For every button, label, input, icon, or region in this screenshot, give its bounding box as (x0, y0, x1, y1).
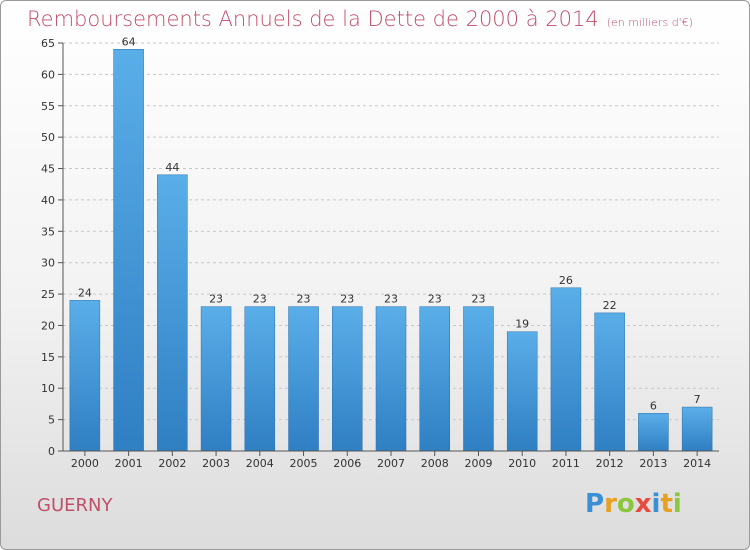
y-tick-label: 50 (41, 131, 55, 144)
y-tick-label: 55 (41, 100, 55, 113)
proxiti-logo: Proxiti (585, 489, 682, 519)
data-label-2014: 7 (694, 393, 701, 406)
bar-2014 (681, 406, 713, 452)
bar-2007 (375, 306, 407, 452)
x-tick-label-2014: 2014 (683, 457, 711, 470)
x-tick-label-2013: 2013 (639, 457, 667, 470)
bar-2012 (594, 312, 625, 452)
bar-2013 (638, 413, 669, 452)
x-tick-label-2004: 2004 (246, 457, 274, 470)
data-labels: 24 64 44 23 23 23 23 23 23 23 19 26 22 6 7 (78, 35, 701, 412)
y-tick-label: 35 (41, 225, 55, 238)
y-axis: 0 5 10 15 20 25 30 35 40 45 50 55 60 65 (41, 37, 64, 458)
data-label-2009: 23 (471, 293, 485, 306)
y-tick-label: 45 (41, 163, 55, 176)
y-tick-label: 60 (41, 68, 55, 81)
y-tick-label: 5 (48, 414, 55, 427)
x-tick-label-2001: 2001 (115, 457, 143, 470)
data-label-2002: 44 (165, 161, 179, 174)
data-label-2008: 23 (428, 293, 442, 306)
y-tick-label: 30 (41, 257, 55, 270)
x-tick-label-2002: 2002 (158, 457, 186, 470)
y-tick-label: 15 (41, 351, 55, 364)
bar-2001 (113, 49, 144, 452)
y-tick-label: 20 (41, 319, 55, 332)
x-tick-label-2006: 2006 (333, 457, 361, 470)
y-tick-label: 10 (41, 382, 55, 395)
bar-2003 (200, 306, 232, 452)
bar-2002 (157, 174, 188, 452)
bar-2005 (288, 306, 319, 452)
data-label-2003: 23 (209, 293, 223, 306)
bar-2006 (332, 306, 363, 452)
data-label-2004: 23 (253, 293, 267, 306)
y-tick-label: 25 (41, 288, 55, 301)
bar-2004 (244, 306, 276, 452)
bars (69, 49, 713, 452)
bar-2000 (69, 300, 101, 452)
x-tick-label-2005: 2005 (290, 457, 318, 470)
bar-2011 (550, 287, 582, 452)
data-label-2010: 19 (515, 318, 529, 331)
commune-name: GUERNY (37, 495, 113, 516)
x-tick-label-2010: 2010 (508, 457, 536, 470)
data-label-2006: 23 (340, 293, 354, 306)
bar-2009 (463, 306, 494, 452)
x-tick-label-2003: 2003 (202, 457, 230, 470)
x-tick-label-2009: 2009 (464, 457, 492, 470)
data-label-2001: 64 (122, 35, 136, 48)
data-label-2005: 23 (297, 293, 311, 306)
chart-title-text: Remboursements Annuels de la Dette de 20… (27, 7, 599, 31)
y-tick-label: 65 (41, 37, 55, 50)
x-tick-label-2000: 2000 (71, 457, 99, 470)
x-tick-label-2011: 2011 (552, 457, 580, 470)
bar-2010 (506, 331, 538, 452)
data-label-2007: 23 (384, 293, 398, 306)
y-tick-label: 0 (48, 445, 55, 458)
y-tick-label: 40 (41, 194, 55, 207)
data-label-2013: 6 (650, 399, 657, 412)
x-tick-label-2012: 2012 (596, 457, 624, 470)
x-tick-label-2008: 2008 (421, 457, 449, 470)
chart-unit: (en milliers d'€) (606, 16, 693, 29)
data-label-2011: 26 (559, 274, 573, 287)
chart-title: Remboursements Annuels de la Dette de 20… (27, 7, 693, 31)
data-label-2012: 22 (603, 299, 617, 312)
x-axis: 2000 2001 2002 2003 2004 2005 2006 2007 2008 2009… (63, 450, 719, 470)
x-tick-label-2007: 2007 (377, 457, 405, 470)
bar-2008 (419, 306, 450, 452)
data-label-2000: 24 (78, 286, 92, 299)
